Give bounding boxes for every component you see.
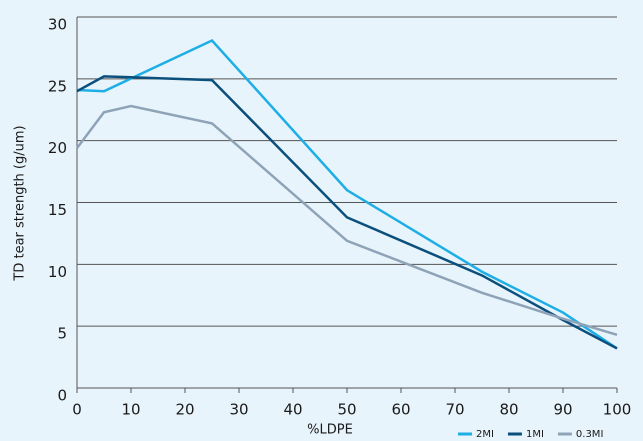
- y-tick-label: 25: [48, 77, 67, 95]
- y-tick-label: 20: [48, 139, 67, 157]
- x-tick-label: 10: [121, 401, 140, 419]
- x-tick-label: 60: [391, 401, 410, 419]
- y-tick-label: 5: [57, 325, 67, 343]
- legend-label: 2MI: [476, 429, 494, 440]
- y-tick-label: 10: [48, 263, 67, 281]
- x-tick-label: 80: [499, 401, 518, 419]
- series-line: [76, 75, 618, 350]
- y-tick-label: 0: [57, 387, 67, 405]
- x-axis-label: %LDPE: [307, 423, 353, 438]
- x-tick-label: 50: [337, 401, 356, 419]
- legend-label: 0.3MI: [576, 429, 603, 440]
- legend-label: 1MI: [526, 429, 544, 440]
- x-tick-label: 20: [175, 401, 194, 419]
- x-tick-label: 90: [553, 401, 572, 419]
- x-tick-label: 100: [603, 401, 632, 419]
- y-axis-label: TD tear strength (g/um): [13, 125, 28, 281]
- series-line: [76, 104, 618, 337]
- x-tick-label: 70: [445, 401, 464, 419]
- x-tick-label: 40: [283, 401, 302, 419]
- series-line: [76, 38, 618, 350]
- x-tick-label: 30: [229, 401, 248, 419]
- x-tick-label: 0: [72, 401, 82, 419]
- y-tick-label: 15: [48, 201, 67, 219]
- y-tick-label: 30: [48, 16, 67, 34]
